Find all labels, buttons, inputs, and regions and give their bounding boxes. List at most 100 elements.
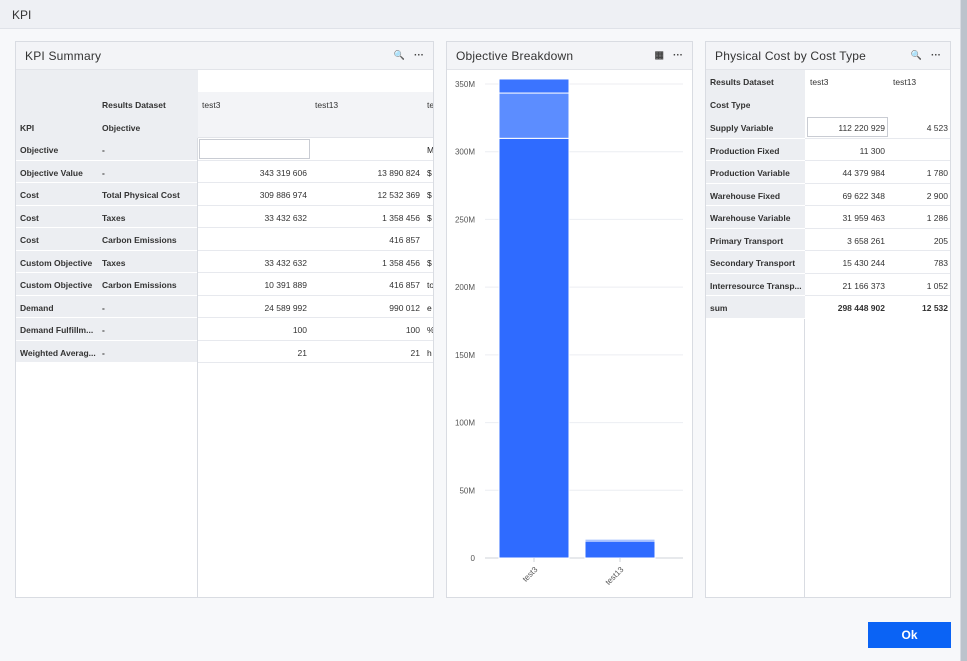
kpi-objective: Taxes	[102, 212, 126, 223]
cost-value-test3: 112 220 929	[838, 123, 885, 133]
kpi-row-headers: Results Dataset KPI Objective Objective -…	[16, 70, 198, 597]
physical-cost-header: Physical Cost by Cost Type 🔍 ···	[706, 42, 950, 70]
more-icon[interactable]: ···	[414, 50, 424, 61]
objective-breakdown-title: Objective Breakdown	[456, 48, 574, 63]
kpi-value-test13: 1 358 456	[382, 257, 420, 268]
kpi-value-extra: $	[427, 257, 432, 268]
kpi-value-test13: 1 358 456	[382, 212, 420, 223]
kpi-name: Cost	[20, 190, 39, 200]
cost-value-test13: 1 780	[926, 168, 948, 178]
y-tick-label: 200M	[455, 283, 475, 292]
kpi-objective: Carbon Emissions	[102, 235, 177, 245]
kpi-value-test13: 21	[410, 347, 420, 358]
kpi-value-extra: M	[427, 145, 434, 155]
table-row: Secondary Transport 15 430 244 783	[706, 251, 950, 274]
table-row: 10 391 889 416 857 to	[198, 273, 433, 296]
kpi-objective: -	[102, 145, 105, 155]
kpi-value-extra: $	[427, 212, 432, 223]
more-icon[interactable]: ···	[931, 50, 941, 61]
physical-cost-title: Physical Cost by Cost Type	[715, 48, 867, 63]
kpi-value-extra: %	[427, 325, 434, 335]
bar-segment[interactable]	[498, 137, 570, 559]
table-row: Production Variable 44 379 984 1 780	[706, 161, 950, 184]
kpi-row-header: Demand Fulfillm... -	[16, 318, 197, 341]
kpi-value-test3: 33 432 632	[264, 257, 307, 268]
bar-segment[interactable]	[584, 538, 656, 540]
y-tick-label: 150M	[455, 351, 475, 360]
cost-value-test3: 21 166 373	[842, 280, 885, 291]
table-row: 21 21 h	[198, 341, 433, 363]
table-row: Warehouse Variable 31 959 463 1 286	[706, 206, 950, 229]
dataset-header-test13: test13	[315, 100, 339, 110]
bar-segment[interactable]	[498, 92, 570, 139]
kpi-name: Custom Objective	[20, 257, 93, 268]
kpi-name: Demand	[20, 302, 54, 313]
background-strip	[961, 0, 967, 661]
objective-breakdown-chart: 0 50M 100M 150M 200M 250M 300M 350M test3 test13	[455, 78, 683, 587]
dataset-header-test3: test3	[202, 100, 221, 110]
kpi-value-test3: 33 432 632	[264, 212, 307, 223]
cost-value-test3: 3 658 261	[847, 235, 885, 246]
kpi-name: Cost	[20, 212, 39, 223]
cost-type-label: Secondary Transport	[710, 258, 796, 268]
kpi-name: Weighted Averag...	[20, 347, 96, 358]
table-row: 416 857	[198, 228, 433, 251]
kpi-name: Objective	[20, 145, 59, 155]
table-row: M	[198, 138, 433, 161]
cost-value-test13: 1 286	[926, 213, 948, 223]
kpi-value-test3: 10 391 889	[264, 280, 307, 290]
cost-results-dataset-label: Results Dataset	[710, 77, 774, 87]
y-tick-label: 0	[471, 554, 476, 563]
kpi-row-header: Objective -	[16, 138, 197, 161]
cost-type-label: Production Variable	[710, 168, 790, 178]
cost-dataset-header-test3: test3	[810, 77, 829, 87]
more-icon[interactable]: ···	[673, 50, 683, 61]
cost-value-test3: 69 622 348	[842, 190, 885, 201]
table-row: Production Fixed 11 300	[706, 138, 950, 161]
table-row: 100 100%	[198, 318, 433, 341]
ok-button[interactable]: Ok	[868, 622, 951, 648]
kpi-value-test3: 24 589 992	[264, 302, 307, 313]
kpi-value-test3: 343 319 606	[259, 167, 307, 178]
kpi-row-header: Cost Carbon Emissions	[16, 228, 197, 251]
y-tick-label: 100M	[455, 419, 475, 428]
table-row: sum 298 448 902 12 532	[706, 296, 950, 319]
bar-segment[interactable]	[498, 78, 570, 94]
objective-breakdown-panel: Objective Breakdown ▦ ··· 0 50M 100M 150M 20…	[446, 41, 693, 598]
cost-value-test3: 11 300	[859, 145, 885, 156]
kpi-summary-panel: KPI Summary 🔍 ··· Results Dataset KPI Ob…	[15, 41, 434, 598]
kpi-objective: -	[102, 302, 105, 313]
cost-type-label: Supply Variable	[710, 123, 774, 133]
table-row: 33 432 632 1 358 456 $	[198, 206, 433, 228]
kpi-name: Cost	[20, 235, 39, 245]
table-row: 24 589 992 990 012 e	[198, 296, 433, 318]
objective-breakdown-header: Objective Breakdown ▦ ···	[447, 42, 692, 70]
cost-value-test13: 783	[933, 258, 948, 268]
x-tick-label: test13	[604, 565, 626, 587]
table-row: 33 432 632 1 358 456 $	[198, 251, 433, 273]
table-icon[interactable]: ▦	[654, 50, 664, 61]
kpi-objective: -	[102, 347, 105, 358]
selected-cell[interactable]	[199, 139, 310, 159]
kpi-value-test13: 416 857	[389, 280, 420, 290]
selected-cell[interactable]	[807, 117, 888, 137]
x-tick-label: test3	[521, 565, 540, 584]
bar-segment[interactable]	[584, 540, 656, 559]
cost-value-test13: 205	[933, 235, 948, 246]
search-icon[interactable]: 🔍	[393, 50, 405, 60]
kpi-value-test13: 100	[405, 325, 420, 335]
table-row: Supply Variable 112 220 929 4 523	[706, 116, 950, 139]
physical-cost-panel: Physical Cost by Cost Type 🔍 ··· Results…	[705, 41, 951, 598]
cost-type-label: Interresource Transp...	[710, 280, 802, 291]
search-icon[interactable]: 🔍	[910, 50, 922, 60]
kpi-objective: Total Physical Cost	[102, 190, 180, 200]
kpi-objective: -	[102, 325, 105, 335]
y-tick-label: 300M	[455, 148, 475, 157]
table-row: Interresource Transp... 21 166 373 1 052	[706, 273, 950, 296]
kpi-name: Custom Objective	[20, 280, 93, 290]
kpi-row-header: Cost Total Physical Cost	[16, 183, 197, 206]
kpi-value-test13: 416 857	[389, 235, 420, 245]
cost-dataset-header: test3 test13	[806, 70, 950, 116]
cost-type-column-header: Cost Type	[710, 100, 751, 110]
